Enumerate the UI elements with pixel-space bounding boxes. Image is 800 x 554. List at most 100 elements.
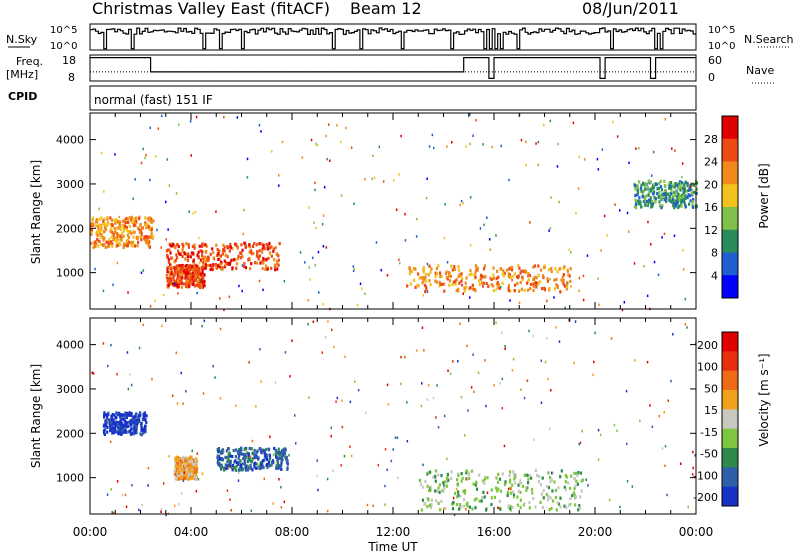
heatmap-cell <box>672 198 676 202</box>
heatmap-cell <box>262 256 265 261</box>
heatmap-cell <box>678 196 681 200</box>
heatmap-cell <box>455 289 458 293</box>
heatmap-cell <box>399 261 401 265</box>
heatmap-cell <box>663 184 667 188</box>
heatmap-cell <box>506 268 509 272</box>
heatmap-cell <box>95 232 98 236</box>
heatmap-cell <box>429 488 432 493</box>
heatmap-cell <box>136 244 139 248</box>
heatmap-cell <box>695 204 698 208</box>
heatmap-cell <box>182 479 185 482</box>
heatmap-cell <box>252 244 255 248</box>
heatmap-cell <box>663 179 666 183</box>
heatmap-cell <box>256 251 259 255</box>
heatmap-cell <box>651 204 654 208</box>
heatmap-cell <box>190 251 193 255</box>
heatmap-cell <box>507 283 510 288</box>
heatmap-cell <box>261 250 264 254</box>
heatmap-cell <box>312 256 314 260</box>
heatmap-cell <box>257 257 260 261</box>
heatmap-cell <box>126 221 128 224</box>
heatmap-cell <box>110 488 112 491</box>
heatmap-cell <box>178 269 181 273</box>
heatmap-cell <box>185 473 188 477</box>
heatmap-cell <box>644 197 647 201</box>
heatmap-cell <box>280 506 283 509</box>
heatmap-cell <box>236 116 239 119</box>
heatmap-cell <box>676 201 679 205</box>
heatmap-cell <box>126 238 129 242</box>
heatmap-cell <box>175 351 177 355</box>
heatmap-cell <box>239 256 242 260</box>
heatmap-cell <box>692 205 695 209</box>
heatmap-cell <box>509 491 512 495</box>
heatmap-cell <box>255 450 258 454</box>
heatmap-cell <box>427 273 430 277</box>
colorbar-tick-label: 4 <box>711 269 718 282</box>
heatmap-cell <box>422 270 425 274</box>
heatmap-cell <box>231 454 234 459</box>
heatmap-cell <box>474 271 477 275</box>
heatmap-cell <box>507 487 510 491</box>
heatmap-cell <box>111 431 114 435</box>
heatmap-cell <box>295 442 297 445</box>
heatmap-cell <box>562 282 565 286</box>
heatmap-cell <box>521 275 524 279</box>
heatmap-cell <box>268 459 271 463</box>
heatmap-cell <box>212 263 215 267</box>
heatmap-cell <box>113 413 116 417</box>
heatmap-cell <box>563 265 566 269</box>
heatmap-cell <box>533 275 536 279</box>
heatmap-cell <box>186 462 189 466</box>
nsearch-tick-bottom: 10^0 <box>708 41 735 52</box>
heatmap-cell <box>127 430 130 434</box>
heatmap-cell <box>242 232 244 236</box>
heatmap-cell <box>180 285 184 289</box>
heatmap-cell <box>527 272 530 276</box>
x-axis-title: Time UT <box>367 540 418 554</box>
heatmap-cell <box>691 200 694 204</box>
heatmap-cell <box>219 262 222 267</box>
heatmap-cell <box>257 456 260 460</box>
heatmap-cell <box>529 221 531 224</box>
heatmap-cell <box>104 245 107 249</box>
heatmap-cell <box>676 198 679 202</box>
heatmap-cell <box>97 244 100 248</box>
heatmap-cell <box>133 423 136 427</box>
heatmap-cell <box>274 452 277 456</box>
heatmap-cell <box>464 281 467 285</box>
heatmap-cell <box>195 283 198 287</box>
heatmap-cell <box>187 475 190 479</box>
heatmap-cell <box>382 180 385 183</box>
heatmap-cell <box>234 258 237 262</box>
heatmap-cell <box>249 464 252 468</box>
freq-tick-bottom: 8 <box>68 71 75 84</box>
x-tick-label: 16:00 <box>477 525 512 539</box>
heatmap-cell <box>499 382 501 385</box>
heatmap-cell <box>445 476 448 480</box>
heatmap-cell <box>228 454 231 458</box>
heatmap-cell <box>461 277 464 281</box>
heatmap-cell <box>529 287 532 291</box>
heatmap-cell <box>117 431 120 435</box>
heatmap-cell <box>667 192 670 196</box>
heatmap-cell <box>187 477 190 481</box>
heatmap-cell <box>519 480 522 485</box>
heatmap-cell <box>113 428 116 432</box>
heatmap-cell <box>132 235 135 239</box>
heatmap-cell <box>96 230 99 234</box>
heatmap-cell <box>422 463 424 467</box>
heatmap-cell <box>142 323 145 327</box>
heatmap-cell <box>427 384 430 387</box>
heatmap-cell <box>380 268 382 272</box>
heatmap-cell <box>610 337 613 340</box>
heatmap-cell <box>422 294 425 297</box>
heatmap-cell <box>555 326 557 329</box>
heatmap-cell <box>443 282 446 286</box>
heatmap-cell <box>171 282 175 286</box>
heatmap-cell <box>135 427 138 431</box>
heatmap-cell <box>140 161 143 165</box>
heatmap-cell <box>169 251 172 255</box>
